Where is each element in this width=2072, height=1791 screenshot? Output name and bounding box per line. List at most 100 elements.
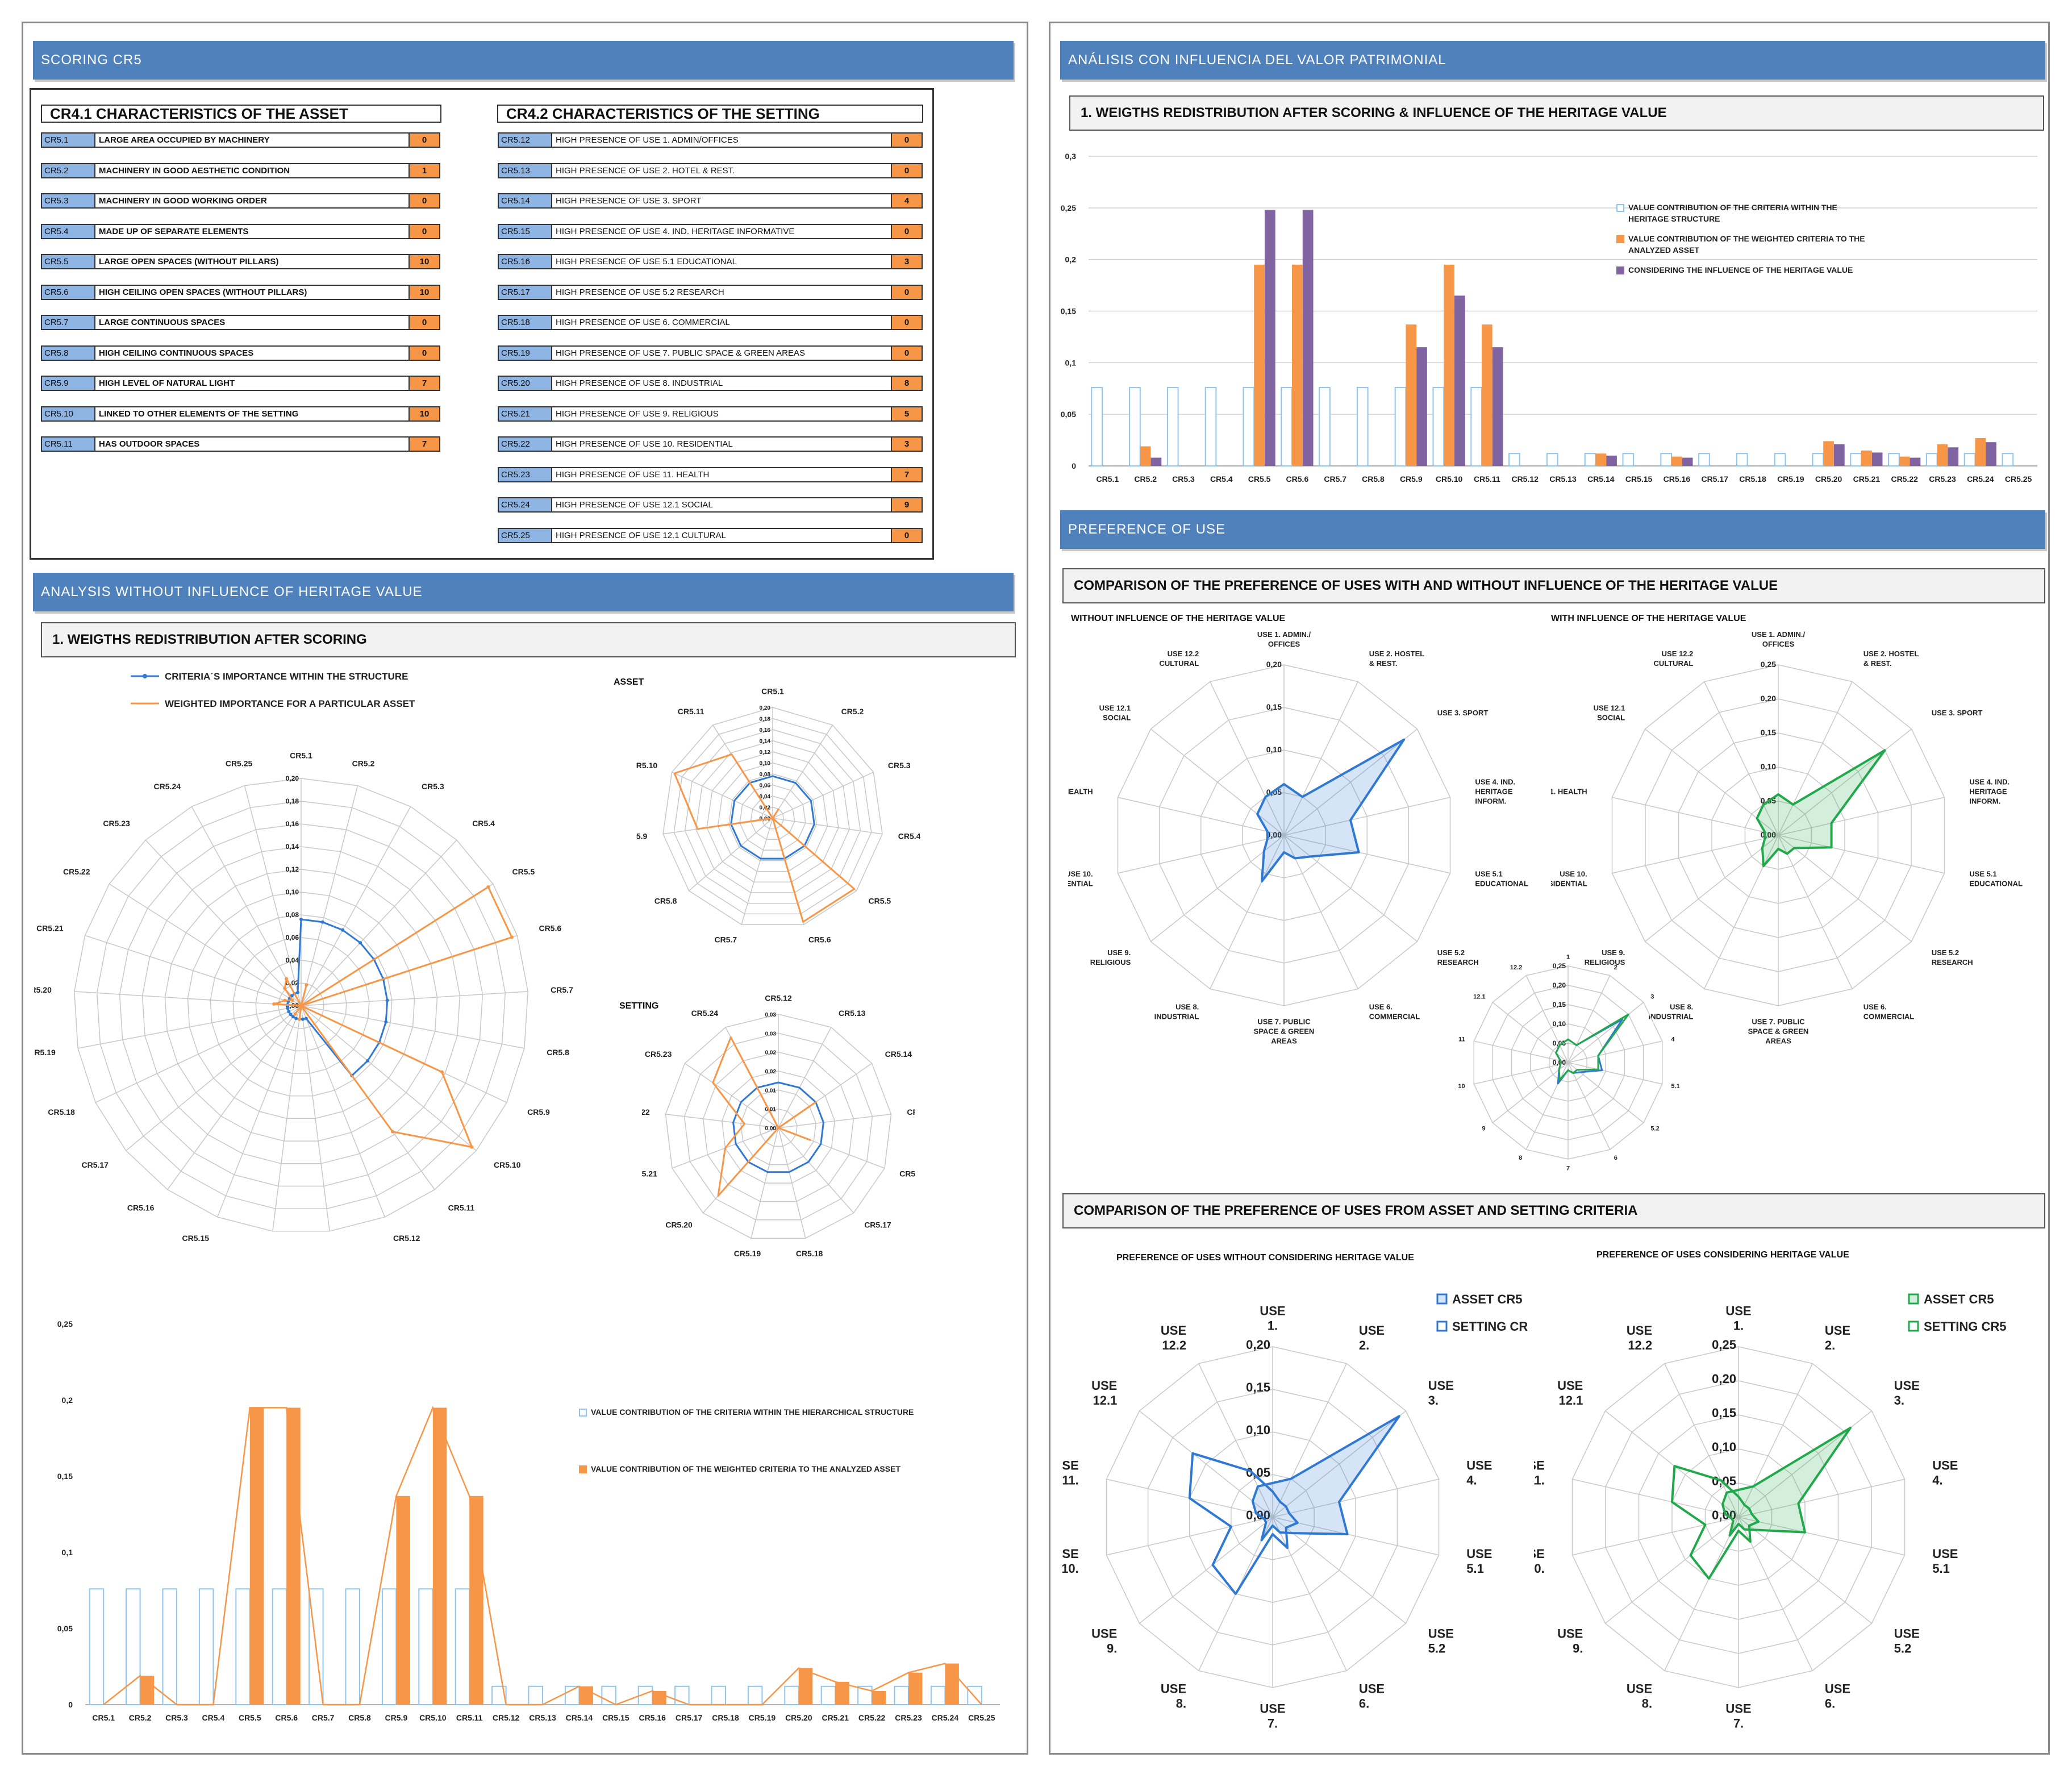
category-label: 12.1 <box>1093 1393 1118 1407</box>
score-value[interactable]: 0 <box>408 346 439 360</box>
score-value[interactable]: 0 <box>891 134 922 147</box>
tick-label: 0,15 <box>1266 702 1282 711</box>
category-label: USE <box>1932 1547 1958 1561</box>
bar <box>1925 453 1938 467</box>
score-value[interactable]: 9 <box>891 498 922 511</box>
score-value[interactable]: 0 <box>408 316 439 329</box>
bar <box>1595 453 1607 466</box>
score-value[interactable]: 0 <box>891 528 922 542</box>
score-value[interactable]: 7 <box>408 377 439 390</box>
category-label: CR5.1 <box>761 687 784 696</box>
grid-spoke <box>1283 835 1418 942</box>
tick-label: 0,14 <box>286 843 299 851</box>
grid-ring <box>739 784 806 851</box>
bar <box>1871 452 1883 466</box>
category-label: CR5.17 <box>864 1220 891 1229</box>
category-label: 12.2 <box>1510 964 1522 971</box>
criterion-code: CR5.12 <box>499 134 552 147</box>
score-value[interactable]: 0 <box>891 224 922 238</box>
grid-spoke <box>1150 728 1285 836</box>
score-value[interactable]: 3 <box>891 438 922 451</box>
data-point <box>283 998 287 1002</box>
score-value[interactable]: 7 <box>408 438 439 451</box>
score-value[interactable]: 10 <box>408 407 439 420</box>
bar <box>1416 347 1427 466</box>
score-row: CR5.21 HIGH PRESENCE OF USE 9. RELIGIOUS 5 <box>498 406 923 422</box>
bar <box>784 1685 799 1705</box>
grid-spoke <box>1198 1363 1273 1518</box>
x-tick-label: CR5.1 <box>92 1713 115 1722</box>
bar <box>857 1685 873 1705</box>
score-value[interactable]: 0 <box>891 164 922 177</box>
criterion-code: CR5.13 <box>499 164 552 177</box>
criterion-description: HIGH PRESENCE OF USE 3. SPORT <box>556 196 702 206</box>
grid-spoke <box>778 1127 806 1239</box>
category-label: SPACE & GREEN <box>1254 1027 1315 1035</box>
category-label: 12.2 <box>1162 1338 1186 1352</box>
grid-spoke <box>1778 835 1945 874</box>
grid-spoke <box>665 1114 779 1128</box>
score-value[interactable]: 0 <box>408 194 439 207</box>
bar <box>1492 347 1503 466</box>
score-row: CR5.15 HIGH PRESENCE OF USE 4. IND. HERIT… <box>498 223 923 239</box>
grid-spoke <box>301 1005 477 1151</box>
bar <box>1150 457 1162 466</box>
score-row: CR5.24 HIGH PRESENCE OF USE 12.1 SOCIAL 9 <box>498 497 923 513</box>
grid-spoke <box>1283 835 1450 874</box>
score-value[interactable]: 10 <box>408 255 439 268</box>
score-value[interactable]: 7 <box>891 468 922 481</box>
category-label: CR5.25 <box>226 759 253 768</box>
score-value[interactable]: 0 <box>408 134 439 147</box>
criterion-code: CR5.18 <box>499 316 552 329</box>
category-label: USE 2. HOSTEL <box>1863 649 1919 658</box>
category-label: USE 12.1 <box>1594 704 1625 713</box>
bar <box>1888 453 1900 467</box>
legend-label: VALUE CONTRIBUTION OF THE WEIGHTED CRITE… <box>1628 234 1865 243</box>
x-tick-label: CR5.7 <box>312 1713 335 1722</box>
category-label: USE <box>1534 1458 1545 1472</box>
grid-spoke <box>1567 1062 1611 1150</box>
score-value[interactable]: 4 <box>891 194 922 207</box>
bar <box>381 1588 397 1705</box>
x-tick-label: CR5.5 <box>1248 474 1271 484</box>
category-label: CR5.6 <box>539 924 561 933</box>
grid-ring <box>164 869 438 1142</box>
data-point <box>304 1017 308 1021</box>
score-value[interactable]: 0 <box>891 285 922 299</box>
tick-label: 0,20 <box>760 705 771 711</box>
category-label: CR5.6 <box>808 935 831 944</box>
score-value[interactable]: 1 <box>408 164 439 177</box>
score-value[interactable]: 10 <box>408 285 439 299</box>
grid-spoke <box>1664 1517 1739 1671</box>
category-label: RESIDENTIAL <box>1551 880 1587 888</box>
score-value[interactable]: 0 <box>891 346 922 360</box>
tick-label: 0,20 <box>1246 1338 1270 1352</box>
score-value[interactable]: 8 <box>891 377 922 390</box>
bar <box>1834 444 1845 466</box>
grid-spoke <box>1139 1410 1273 1518</box>
score-value[interactable]: 5 <box>891 407 922 420</box>
category-label: USE 3. SPORT <box>1437 709 1489 717</box>
y-tick-label: 0,3 <box>1065 152 1077 161</box>
bar <box>432 1407 447 1705</box>
category-label: 2. <box>1825 1338 1835 1352</box>
bar <box>1091 386 1103 467</box>
tick-label: 0,03 <box>765 1012 777 1018</box>
category-label: CR5.8 <box>654 897 677 906</box>
tick-label: 0,20 <box>1712 1372 1736 1386</box>
category-label: USE 5.2 <box>1437 948 1465 957</box>
score-value[interactable]: 0 <box>891 316 922 329</box>
criterion-code: CR5.23 <box>499 468 552 481</box>
criterion-code: CR5.25 <box>499 528 552 542</box>
grid-spoke <box>301 1005 330 1231</box>
x-tick-label: CR5.3 <box>1172 474 1195 484</box>
score-value[interactable]: 0 <box>408 224 439 238</box>
data-point <box>384 1020 388 1024</box>
bar <box>1812 453 1824 467</box>
criterion-description: LINKED TO OTHER ELEMENTS OF THE SETTING <box>99 409 299 419</box>
criterion-description: HIGH PRESENCE OF USE 5.1 EDUCATIONAL <box>556 257 737 266</box>
bar <box>1899 456 1910 466</box>
score-value[interactable]: 3 <box>891 255 922 268</box>
category-label: 11 <box>1458 1036 1465 1043</box>
grid-spoke <box>1778 835 1853 989</box>
